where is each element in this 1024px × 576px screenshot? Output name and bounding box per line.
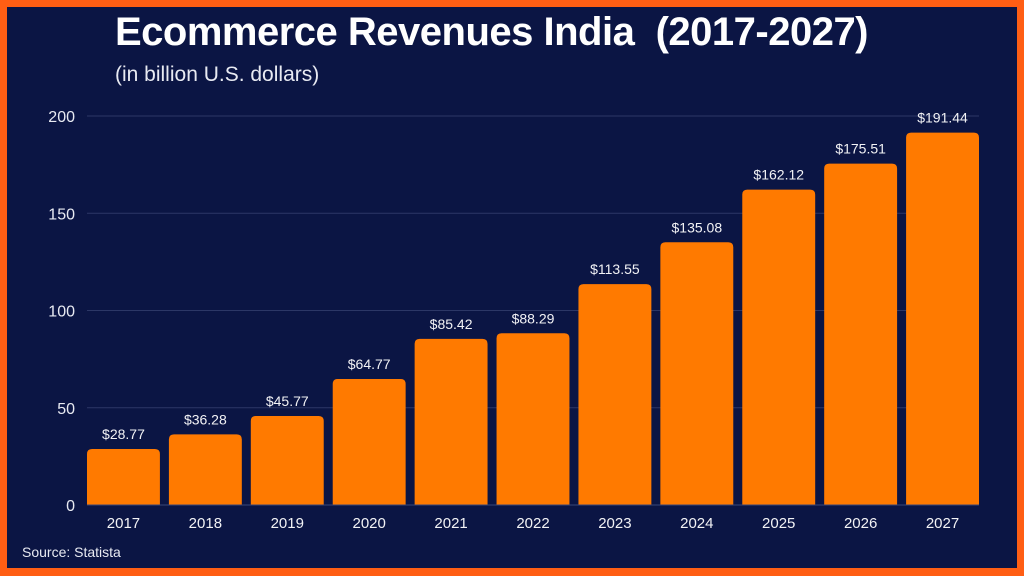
data-label: $85.42 xyxy=(430,316,473,332)
bar xyxy=(168,434,242,505)
source-note: Source: Statista xyxy=(22,544,121,560)
x-tick-label: 2026 xyxy=(844,515,877,532)
y-tick-label: 100 xyxy=(48,304,75,321)
y-tick-label: 150 xyxy=(48,206,75,223)
bar xyxy=(660,242,734,505)
bar xyxy=(250,415,324,505)
data-label: $36.28 xyxy=(184,411,227,427)
chart-title: Ecommerce Revenues India (2017-2027) xyxy=(115,10,869,54)
x-tick-label: 2022 xyxy=(516,515,549,532)
y-tick-label: 0 xyxy=(66,498,75,515)
bar xyxy=(414,338,488,505)
x-tick-label: 2023 xyxy=(598,515,631,532)
chart-subtitle: (in billion U.S. dollars) xyxy=(115,63,320,86)
x-tick-label: 2025 xyxy=(762,515,795,532)
data-label: $162.12 xyxy=(753,167,804,183)
bar xyxy=(87,449,160,505)
x-tick-label: 2020 xyxy=(352,515,385,532)
data-label: $28.77 xyxy=(102,426,145,442)
data-label: $113.55 xyxy=(590,261,640,277)
x-tick-label: 2024 xyxy=(680,515,713,532)
y-tick-label: 200 xyxy=(48,109,75,126)
data-label: $64.77 xyxy=(348,356,391,372)
bar xyxy=(742,189,816,505)
bar xyxy=(906,132,979,505)
x-tick-label: 2019 xyxy=(271,515,304,532)
data-label: $45.77 xyxy=(266,393,309,409)
data-label: $135.08 xyxy=(672,219,723,235)
bar xyxy=(578,284,652,505)
bar xyxy=(496,333,570,505)
data-label: $191.44 xyxy=(917,110,968,126)
data-label: $175.51 xyxy=(835,141,886,157)
bar xyxy=(332,379,406,505)
x-tick-label: 2018 xyxy=(189,515,222,532)
bar xyxy=(824,163,898,505)
x-tick-label: 2027 xyxy=(926,515,959,532)
data-label: $88.29 xyxy=(512,310,555,326)
x-tick-label: 2017 xyxy=(107,515,140,532)
x-tick-label: 2021 xyxy=(434,515,467,532)
y-tick-label: 50 xyxy=(57,401,75,418)
